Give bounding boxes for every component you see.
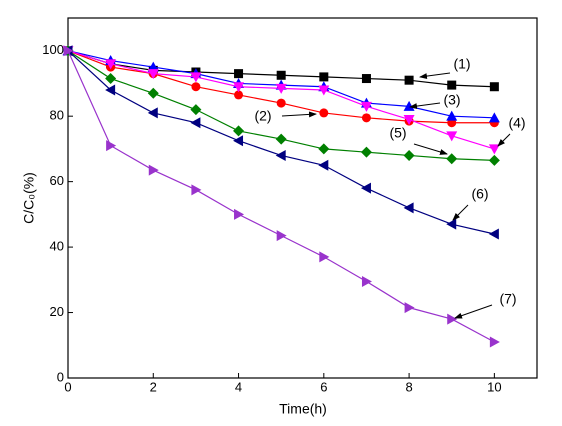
data-point: [148, 164, 159, 176]
data-point: [403, 149, 415, 161]
data-point: [447, 80, 457, 90]
y-tick-label: 0: [57, 369, 64, 384]
series-label: (7): [499, 291, 516, 307]
data-point: [361, 275, 372, 287]
data-point: [318, 85, 330, 96]
data-point: [147, 87, 159, 99]
data-point: [446, 153, 458, 165]
x-tick-label: 8: [405, 379, 412, 394]
data-point: [234, 208, 245, 220]
data-point: [318, 159, 329, 171]
data-point: [446, 218, 457, 230]
data-point: [360, 182, 371, 194]
label-arrow: [497, 133, 511, 147]
x-tick-label: 6: [320, 379, 327, 394]
x-tick-label: 4: [235, 379, 242, 394]
data-point: [191, 82, 201, 92]
data-point: [63, 45, 74, 57]
series-label: (5): [389, 125, 406, 141]
data-point: [233, 135, 244, 147]
data-point: [276, 70, 286, 80]
series-label: (1): [453, 56, 470, 72]
data-point: [190, 72, 202, 83]
data-point: [147, 69, 159, 80]
x-tick-label: 2: [150, 379, 157, 394]
data-point: [488, 144, 500, 155]
data-point: [190, 104, 202, 116]
data-point: [404, 302, 415, 314]
data-point: [275, 149, 286, 161]
y-tick-label: 60: [50, 173, 64, 188]
data-point: [361, 74, 371, 84]
data-point: [489, 336, 500, 348]
data-point: [147, 107, 158, 119]
label-arrow: [419, 72, 451, 80]
y-tick-label: 40: [50, 239, 64, 254]
data-point: [318, 143, 330, 155]
x-tick-label: 0: [64, 379, 71, 394]
y-tick-label: 100: [42, 42, 64, 57]
data-point: [233, 125, 245, 137]
data-point: [191, 184, 202, 196]
data-point: [319, 72, 329, 82]
data-point: [105, 59, 117, 70]
label-arrow: [281, 111, 317, 118]
data-point: [105, 84, 116, 96]
label-arrow: [409, 102, 441, 110]
data-point: [489, 82, 499, 92]
label-arrow: [413, 143, 448, 155]
data-point: [319, 251, 330, 263]
series-label: (4): [508, 115, 525, 131]
data-point: [446, 131, 458, 142]
data-point: [361, 113, 371, 123]
series-label: (2): [254, 108, 271, 124]
x-axis-label: Time(h): [279, 401, 327, 417]
x-tick-label: 10: [487, 379, 501, 394]
data-point: [488, 154, 500, 166]
data-point: [276, 98, 286, 108]
data-point: [447, 313, 458, 325]
label-arrow: [454, 304, 493, 319]
data-point: [275, 83, 287, 94]
data-point: [105, 73, 117, 85]
data-point: [488, 228, 499, 240]
data-point: [106, 140, 117, 152]
series-label: (3): [443, 92, 460, 108]
y-axis-label: C/C₀(%): [21, 172, 37, 224]
data-point: [403, 202, 414, 214]
series-line: [67, 50, 495, 343]
y-tick-label: 80: [50, 108, 64, 123]
data-point: [190, 117, 201, 129]
plot-frame: [67, 17, 538, 379]
data-point: [488, 112, 500, 123]
data-point: [360, 101, 372, 112]
series-label: (6): [471, 186, 488, 202]
data-point: [360, 146, 372, 158]
data-point: [233, 82, 245, 93]
data-point: [147, 61, 159, 72]
data-point: [275, 133, 287, 145]
data-point: [404, 75, 414, 85]
data-point: [446, 110, 458, 121]
data-point: [403, 114, 415, 125]
data-point: [234, 90, 244, 100]
y-tick-label: 20: [50, 304, 64, 319]
data-point: [319, 108, 329, 118]
data-point: [276, 230, 287, 242]
data-point: [234, 69, 244, 79]
label-arrow: [452, 204, 469, 221]
